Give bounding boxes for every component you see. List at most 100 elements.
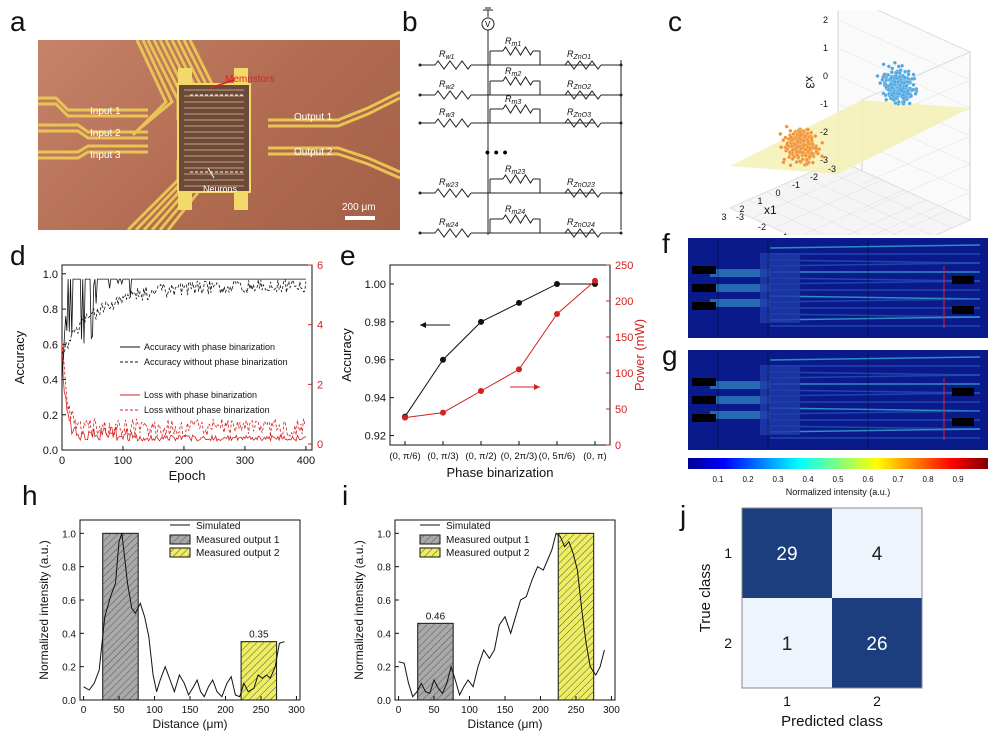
input-marker: [692, 414, 716, 422]
output-marker: [952, 388, 974, 396]
label-rm: Rm23: [505, 164, 525, 176]
resistor-m: [502, 76, 534, 86]
intensity-map-f: [688, 238, 988, 338]
scatter-point: [908, 94, 913, 98]
input-beam: [710, 299, 770, 307]
x-tick-label: (0, π/3): [427, 451, 458, 462]
x-tick-label: 0: [396, 705, 402, 716]
matrix-border: [741, 507, 923, 689]
cell-value: 4: [872, 544, 883, 565]
colorbar-tick-label: 0.5: [832, 475, 844, 484]
colorbar-tick-label: 0.4: [802, 475, 814, 484]
grid-line: [861, 135, 971, 185]
power-point: [516, 366, 522, 373]
scatter-point: [783, 135, 788, 140]
y2-tick-label: 100: [615, 368, 633, 380]
node: [619, 93, 623, 97]
y-tick-label: 0.0: [43, 445, 58, 457]
propagation-streak: [769, 244, 981, 249]
rw-letter: R: [439, 49, 446, 59]
scatter-point: [789, 144, 794, 148]
panel-label-g: g: [662, 340, 678, 371]
accuracy-without-line: [61, 278, 307, 358]
legend-entry: Measured output 2: [446, 548, 530, 559]
output-intensity-chart-i: 0 50 100 150 200 250 300 0.0 0.2 0.4 0.6 0.8 1.0 Dist…: [352, 519, 620, 731]
output-marker: [952, 276, 974, 284]
label-rw: Rw1: [439, 49, 455, 61]
scalebar-label: 200 μm: [342, 202, 376, 213]
propagation-streak: [769, 259, 981, 264]
scatter-point: [886, 73, 891, 77]
input-beam: [710, 381, 770, 389]
y-tick-label: 1.0: [377, 529, 391, 540]
resistor-zno: [564, 60, 602, 70]
y2-tick-label: 6: [317, 260, 323, 272]
scatter-point: [799, 133, 804, 137]
y2-tick-label: 0: [317, 439, 323, 451]
legend-hatch: [420, 535, 440, 544]
series-1: [875, 60, 919, 106]
resistor-w: [434, 118, 472, 128]
node: [619, 231, 623, 235]
scatter-point: [889, 82, 894, 87]
x-axis-label: Predicted class: [781, 713, 883, 730]
rm-letter: R: [505, 66, 512, 76]
y-tick-label: 0.6: [43, 339, 58, 351]
neuron-pointer: [207, 167, 215, 179]
rz-subscript: ZnO24: [573, 222, 596, 229]
x-tick-label: 250: [253, 705, 270, 716]
accuracy-point: [440, 356, 446, 363]
legend-hatch: [420, 548, 440, 557]
z-tick-label: 2: [823, 15, 828, 25]
panel-label-e: e: [340, 240, 356, 271]
label-rzno: RZnO24: [567, 217, 595, 229]
scatter-point: [902, 99, 907, 104]
propagation-streak: [769, 371, 981, 376]
propagation-streak: [769, 392, 981, 397]
scatter-point: [805, 161, 810, 166]
legend-entry: Loss without phase binarization: [144, 405, 270, 415]
rz-letter: R: [567, 49, 574, 59]
y-tick-label: 0.2: [377, 663, 391, 674]
input-beam: [710, 396, 770, 404]
colorbar-tick-label: 0.2: [742, 475, 754, 484]
loss-with-line: [61, 343, 307, 443]
scatter-point: [884, 85, 889, 90]
propagation-streak: [769, 389, 981, 394]
memristor-arrow: [209, 79, 235, 89]
scatter-point: [894, 76, 899, 80]
scatter-point: [809, 151, 814, 155]
rz-subscript: ZnO2: [573, 84, 592, 91]
label-rzno: RZnO3: [567, 107, 591, 119]
input-marker: [692, 302, 716, 310]
x-tick-label: 400: [297, 455, 315, 467]
z-tick-label: 1: [823, 43, 828, 53]
accuracy-point: [554, 280, 560, 287]
bar-hatch: [417, 623, 454, 700]
scatter-point: [898, 83, 902, 88]
y2-tick-label: 0: [615, 440, 621, 452]
panel-label-a: a: [10, 6, 26, 37]
scatter-point: [913, 91, 918, 96]
y-tick-label: -2: [758, 222, 766, 232]
label-rzno: RZnO2: [567, 79, 591, 91]
scatter-point: [784, 124, 789, 129]
y-tick-label: 0.8: [43, 304, 58, 316]
matrix-cell: [832, 598, 922, 688]
rz-letter: R: [567, 217, 574, 227]
panel-label-d: d: [10, 240, 26, 271]
resistor-m: [502, 104, 534, 114]
y-axis-label: Normalized intensity (a.u.): [352, 540, 366, 679]
panel-label-i: i: [342, 480, 349, 511]
bar-hatch: [241, 641, 277, 700]
resistor-w: [434, 228, 472, 238]
accuracy-with-line: [61, 278, 306, 380]
matrix-cell: [742, 598, 832, 688]
label-rw: Rw3: [439, 107, 455, 119]
scatter-point: [810, 160, 815, 165]
resistor-w: [434, 60, 472, 70]
scatter-point: [792, 142, 797, 147]
propagation-streak: [769, 410, 981, 415]
y-tick-label: 0.94: [365, 393, 386, 405]
